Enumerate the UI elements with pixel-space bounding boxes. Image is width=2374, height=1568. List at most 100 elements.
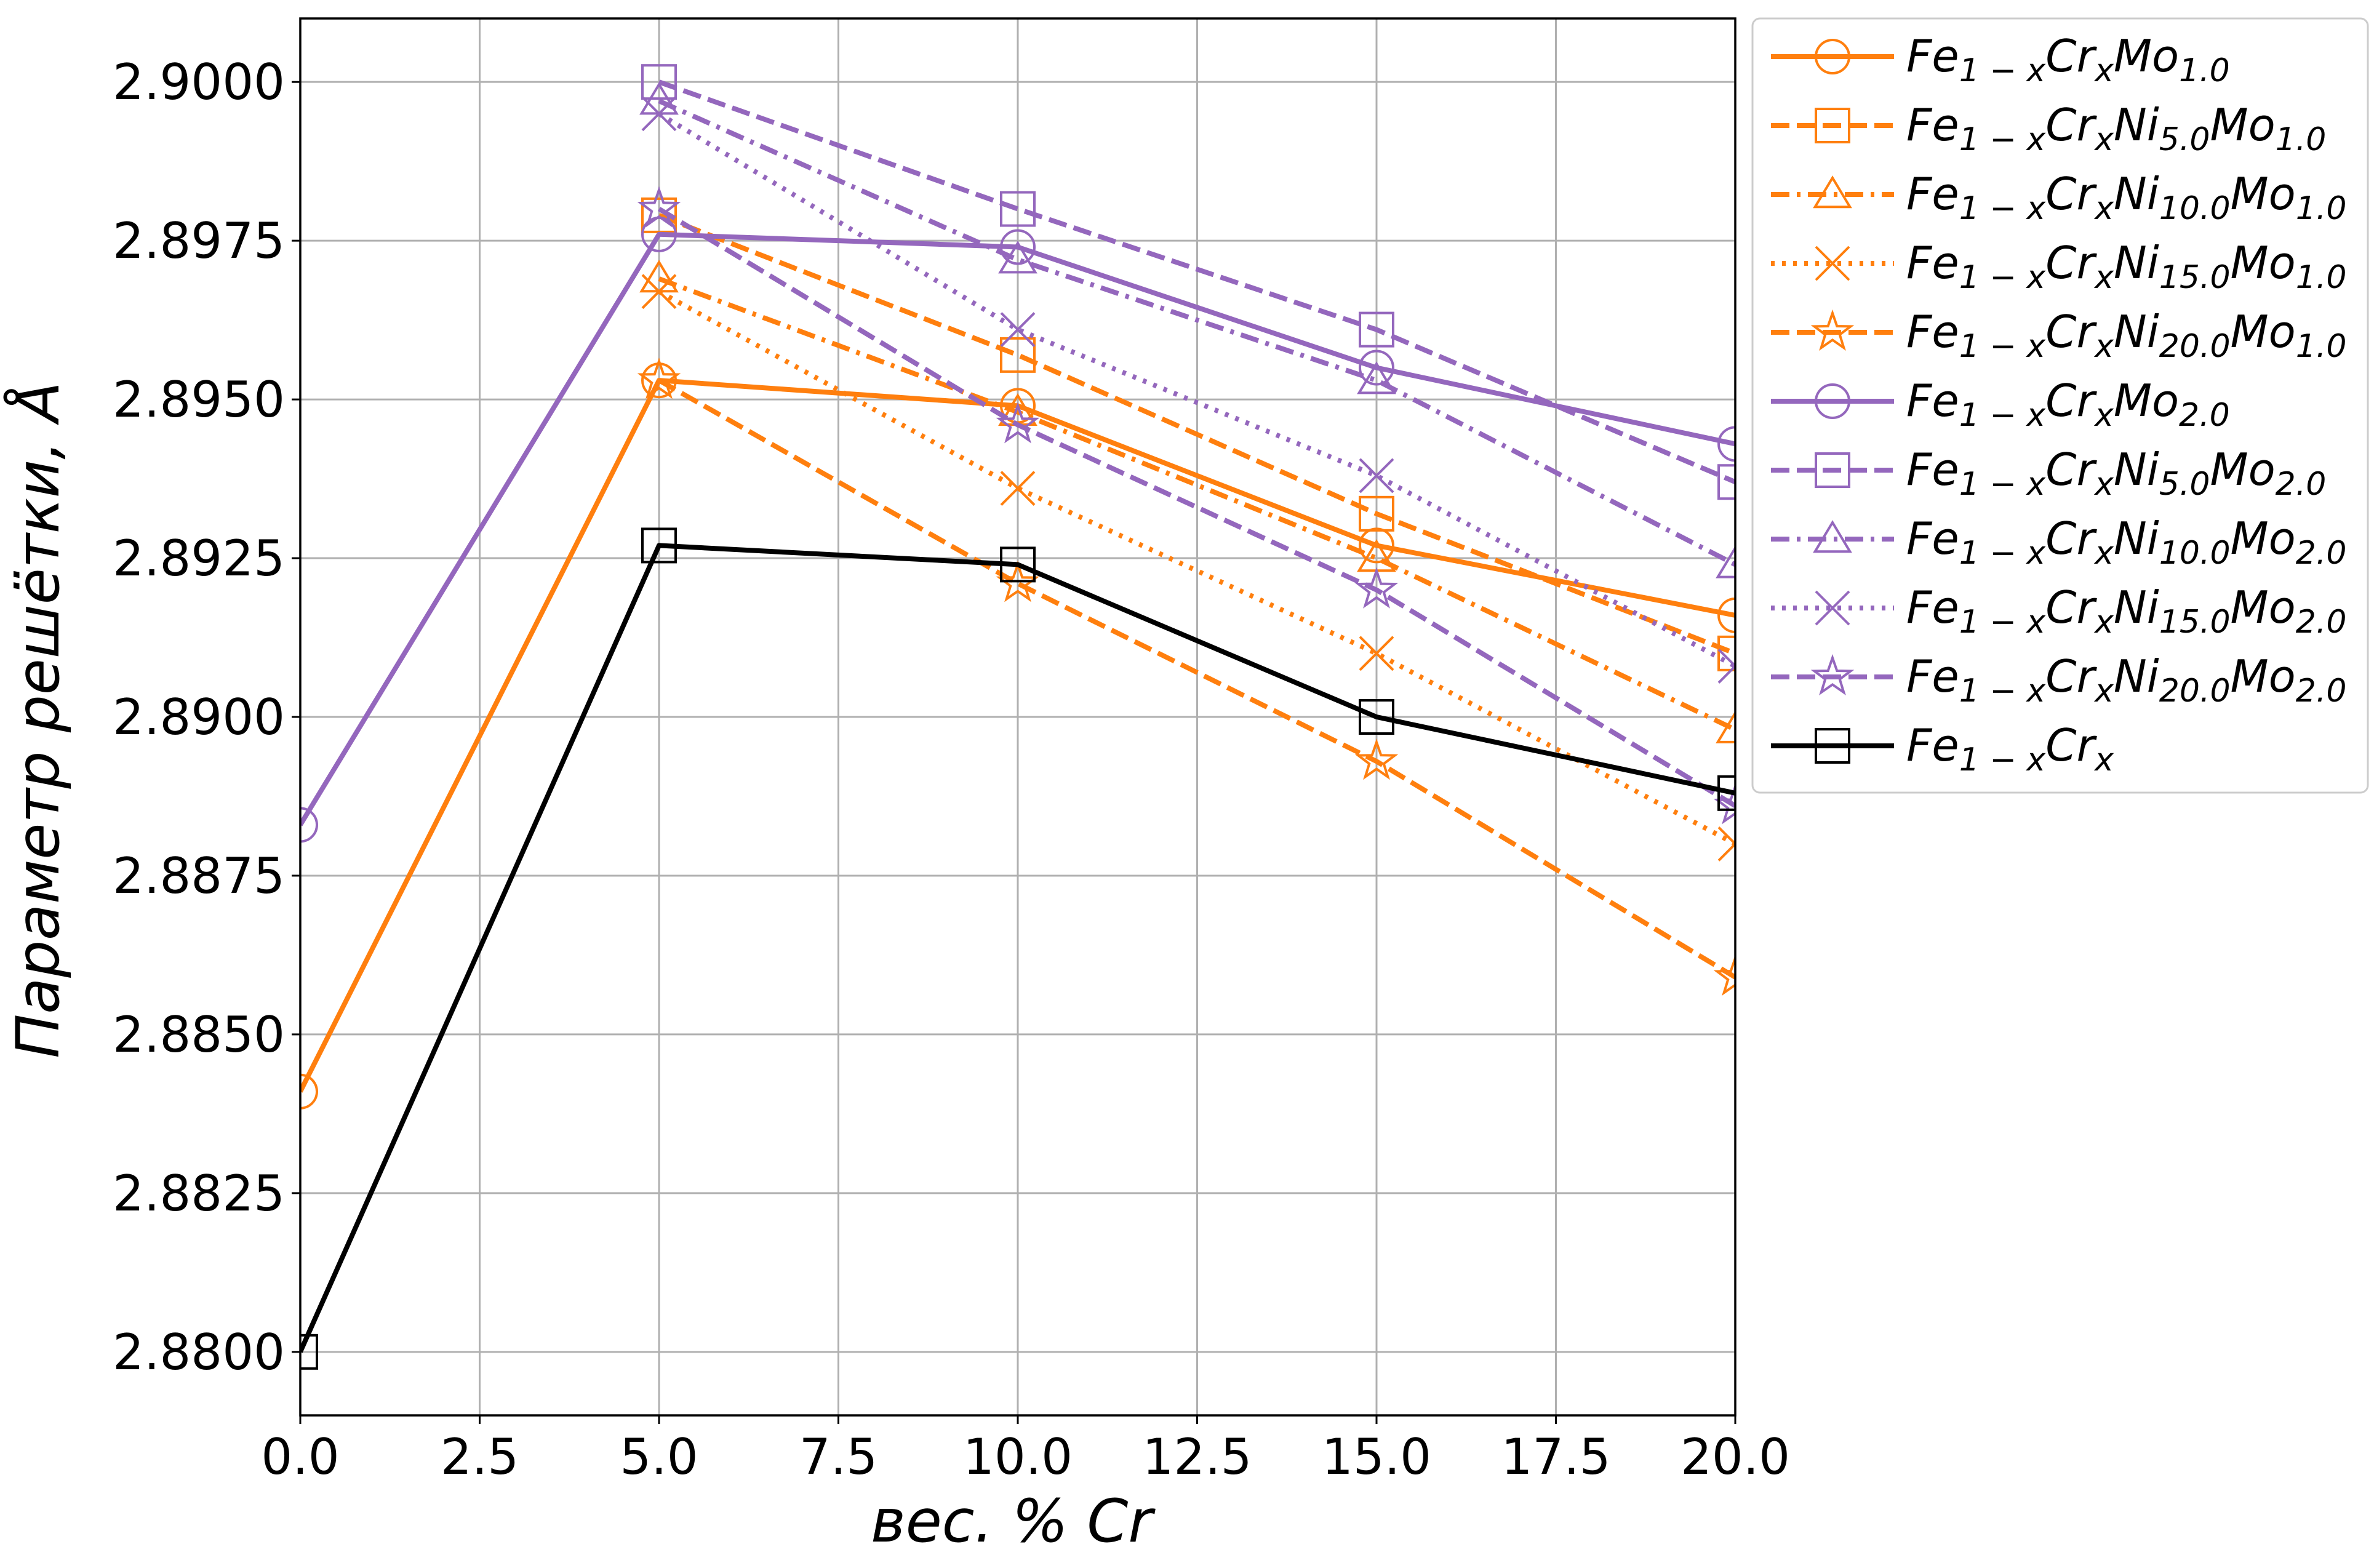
x-tick-label: 5.0 [620, 1428, 698, 1486]
series-8 [641, 96, 1735, 684]
x-tick-label: 15.0 [1322, 1428, 1431, 1486]
legend-entry-2: Fe1 − xCrxNi10.0Mo1.0 [1771, 168, 2346, 227]
data-point [1717, 775, 1735, 811]
legend-entry-1: Fe1 − xCrxNi5.0Mo1.0 [1771, 99, 2326, 158]
legend-entry-7: Fe1 − xCrxNi10.0Mo2.0 [1771, 513, 2346, 572]
legend-marker [1813, 175, 1852, 209]
x-tick-label: 17.5 [1501, 1428, 1610, 1486]
legend-entry-0: Fe1 − xCrxMo1.0 [1771, 30, 2230, 89]
legend-marker [1815, 590, 1850, 626]
data-point [1713, 954, 1735, 996]
data-point [1000, 337, 1036, 373]
data-point [1000, 471, 1036, 506]
y-tick-label: 2.8800 [113, 1324, 285, 1381]
legend-label: Fe1 − xCrxNi5.0Mo2.0 [1906, 444, 2326, 503]
data-point [1359, 527, 1394, 564]
series-line [300, 231, 1735, 826]
data-point [1354, 738, 1399, 780]
series-line [300, 543, 1735, 1353]
legend-marker [1815, 246, 1850, 281]
series-5 [300, 216, 1735, 843]
x-tick-label: 0.0 [261, 1428, 339, 1486]
legend-label: Fe1 − xCrxMo1.0 [1906, 30, 2230, 89]
legend-marker [1815, 728, 1850, 764]
y-tick-label: 2.8925 [113, 530, 285, 587]
data-point [1359, 458, 1394, 494]
data-point [996, 402, 1040, 444]
data-point [1716, 710, 1735, 743]
data-point [1000, 229, 1036, 265]
ticks: 0.0 2.5 5.0 7.5 10.0 12.5 15.0 17.5 20.0 2.8800 2.… [113, 54, 1790, 1486]
data-point [1000, 546, 1036, 583]
legend-entry-3: Fe1 − xCrxNi15.0Mo1.0 [1771, 237, 2346, 296]
legend-marker [1810, 654, 1855, 696]
data-point [1354, 567, 1399, 609]
legend-label: Fe1 − xCrxNi15.0Mo1.0 [1906, 237, 2346, 296]
data-point [300, 1334, 318, 1370]
legend-label: Fe1 − xCrxNi20.0Mo1.0 [1906, 306, 2346, 365]
data-point [1717, 464, 1735, 500]
x-tick-label: 20.0 [1681, 1428, 1790, 1486]
data-point [1000, 312, 1036, 348]
data-point [1000, 191, 1036, 227]
legend-marker [1810, 309, 1855, 351]
legend-entry-6: Fe1 − xCrxNi5.0Mo2.0 [1771, 444, 2326, 503]
data-point [1359, 699, 1394, 735]
data-point [1359, 495, 1394, 532]
legend-label: Fe1 − xCrxNi10.0Mo2.0 [1906, 513, 2346, 572]
data-point [300, 807, 318, 843]
legend-label: Fe1 − xCrxNi5.0Mo1.0 [1906, 99, 2326, 158]
y-axis-label: Параметр решётки, Å [3, 382, 73, 1058]
data-point [1717, 635, 1735, 671]
x-tick-label: 2.5 [441, 1428, 519, 1486]
legend-marker [1813, 520, 1852, 553]
data-point [300, 1073, 318, 1110]
legend-marker [1815, 108, 1850, 143]
data-point [641, 527, 677, 564]
series-line [658, 378, 1735, 980]
legend-entry-8: Fe1 − xCrxNi15.0Mo2.0 [1771, 582, 2346, 641]
x-tick-label: 12.5 [1142, 1428, 1252, 1486]
legend-label: Fe1 − xCrxNi15.0Mo2.0 [1906, 582, 2346, 641]
data-point [641, 274, 677, 310]
data-point [1359, 311, 1394, 348]
data-point [637, 358, 681, 399]
legend-label: Fe1 − xCrxMo2.0 [1906, 375, 2230, 434]
x-tick-label: 7.5 [799, 1428, 877, 1486]
legend-entry-9: Fe1 − xCrxNi20.0Mo2.0 [1771, 650, 2346, 710]
series-line [658, 98, 1735, 567]
data-point [641, 96, 677, 132]
data-point [1717, 426, 1735, 462]
legend-label: Fe1 − xCrx [1906, 719, 2114, 778]
legend-entry-5: Fe1 − xCrxMo2.0 [1771, 375, 2230, 434]
y-tick-label: 2.8950 [113, 371, 285, 428]
series-line [658, 79, 1735, 484]
series-6 [641, 64, 1735, 500]
legend-marker [1815, 39, 1850, 74]
y-tick-label: 2.9000 [113, 54, 285, 111]
series-7 [639, 82, 1735, 578]
legend-label: Fe1 − xCrxNi20.0Mo2.0 [1906, 650, 2346, 710]
series-10 [300, 527, 1735, 1370]
y-tick-label: 2.8975 [113, 212, 285, 270]
data-point [637, 186, 681, 228]
legend: Fe1 − xCrxMo1.0 Fe1 − xCrxNi5.0Mo1.0 Fe1 −… [1751, 17, 2369, 794]
y-tick-label: 2.8875 [113, 847, 285, 905]
series-line [658, 276, 1735, 732]
data-point [1359, 636, 1394, 671]
series-4 [637, 358, 1735, 996]
legend-entry-10: Fe1 − xCrx [1771, 719, 2114, 778]
y-tick-label: 2.8825 [113, 1165, 285, 1222]
data-point [1359, 350, 1394, 386]
series-3 [641, 274, 1735, 862]
data-point [1357, 361, 1396, 394]
data-point [1717, 649, 1735, 684]
legend-entry-4: Fe1 − xCrxNi20.0Mo1.0 [1771, 306, 2346, 365]
series-line [658, 213, 1735, 656]
data-point [1713, 783, 1735, 825]
y-tick-label: 2.8850 [113, 1006, 285, 1063]
data-point [641, 64, 677, 100]
series-layer [300, 64, 1735, 1370]
legend-marker [1815, 452, 1850, 488]
